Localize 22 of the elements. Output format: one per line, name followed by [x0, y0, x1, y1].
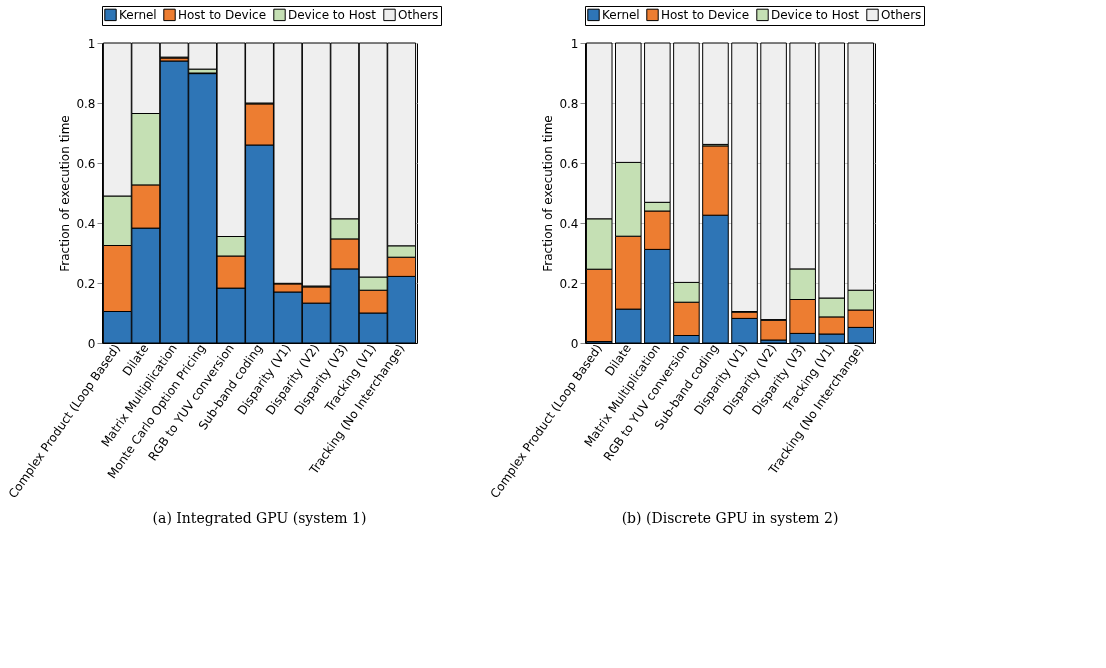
- y-tick-label: 0.8: [559, 96, 579, 111]
- y-tick-label: 0.2: [76, 276, 96, 291]
- legend-label: Host to Device: [661, 7, 750, 22]
- y-tick-label: 0.4: [559, 216, 579, 231]
- y-tick-label: 0.6: [76, 156, 96, 171]
- y-tick-label: 1: [87, 36, 96, 51]
- y-tick-label: 0.6: [559, 156, 579, 171]
- y-tick-label: 0.8: [76, 96, 96, 111]
- legend-label: Others: [881, 7, 922, 22]
- legend-label: Host to Device: [178, 7, 267, 22]
- legend-label: Others: [398, 7, 439, 22]
- text: (b) (Discrete GPU in system 2): [621, 509, 839, 526]
- y-axis-title: Fraction of execution time: [58, 115, 73, 272]
- y-tick-label: 0.2: [559, 276, 579, 291]
- y-axis-title: Fraction of execution time: [541, 115, 556, 272]
- legend-label: Kernel: [602, 7, 640, 22]
- y-tick-label: 0.4: [76, 216, 96, 231]
- legend-label: Device to Host: [771, 7, 860, 22]
- y-tick-label: 1: [570, 36, 579, 51]
- legend-label: Kernel: [119, 7, 157, 22]
- legend-label: Device to Host: [288, 7, 377, 22]
- text: (a) Integrated GPU (system 1): [152, 509, 367, 526]
